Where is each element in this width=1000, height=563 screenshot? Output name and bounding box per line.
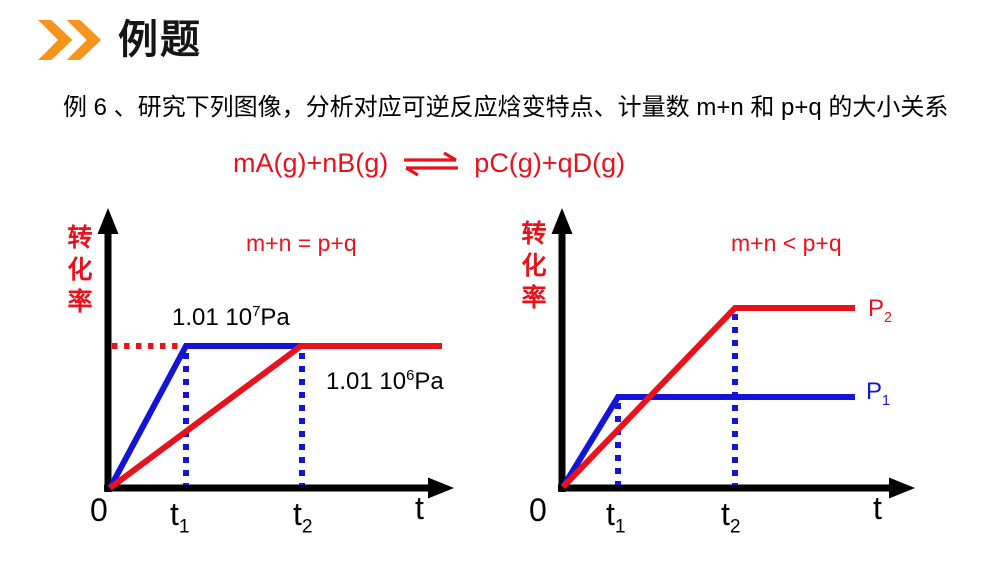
right-origin-label: 0 [529, 492, 547, 528]
chemical-equation: mA(g)+nB(g) pC(g)+qD(g) [233, 149, 625, 177]
series-label-p1: P1 [866, 378, 891, 409]
right-x-tick-t2: t2 [721, 496, 741, 538]
equation-reactants: mA(g)+nB(g) [233, 147, 389, 178]
left-chart-y-axis-label: 转化率 [64, 224, 92, 320]
right-x-axis-label: t [873, 490, 882, 526]
left-chart-plot [97, 208, 454, 499]
pressure-annotation-high: 1.01 107Pa [172, 304, 290, 331]
left-chart: 转化率 m+n = p+q 1.01 107Pa 1.01 106Pa 0 t1… [50, 200, 470, 555]
left-x-tick-t1: t1 [170, 496, 190, 538]
right-chart-plot [551, 208, 915, 499]
right-chart-title: m+n < p+q [731, 230, 842, 256]
pressure-annotation-low: 1.01 106Pa [326, 368, 444, 395]
left-origin-label: 0 [90, 492, 108, 528]
double-chevron-icon [38, 20, 102, 60]
right-chart-y-axis-label: 转化率 [518, 220, 546, 316]
left-chart-title: m+n = p+q [246, 230, 357, 256]
problem-statement: 例 6 、研究下列图像，分析对应可逆反应焓变特点、计量数 m+n 和 p+q 的… [63, 94, 949, 121]
left-x-axis-label: t [415, 490, 424, 526]
slide-header: 例题 [38, 20, 202, 60]
series-label-p2: P2 [868, 295, 893, 326]
right-x-tick-t1: t1 [606, 496, 626, 538]
right-chart: 转化率 m+n < p+q P2 P1 0 t1 t2 t [505, 200, 965, 555]
equilibrium-arrow-icon [404, 151, 459, 177]
left-x-tick-t2: t2 [293, 496, 313, 538]
page-title: 例题 [118, 18, 202, 62]
equation-products: pC(g)+qD(g) [474, 147, 626, 178]
